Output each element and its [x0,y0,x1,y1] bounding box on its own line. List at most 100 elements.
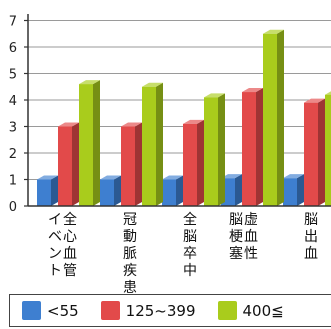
bar-side [277,29,284,206]
category-label-char: 心 [63,229,77,245]
category-label-char: 卒 [183,246,197,262]
category-label-char: 脳 [183,229,197,245]
bar-top [283,174,304,179]
category-label-char: ト [48,263,62,279]
category-label-char: 血 [244,229,258,245]
bar-front [142,86,156,206]
y-tick-label: 5 [9,68,17,83]
category-label-char: 脳 [304,212,318,228]
y-tick-label: 4 [9,94,17,109]
bar-top [79,80,100,85]
category-label-char: 患 [123,280,137,293]
bar [325,91,331,206]
legend-label-125-399: 125~399 [125,301,196,320]
bar-side [156,82,163,206]
y-tick-label: 2 [9,147,17,162]
bar-side [235,174,242,206]
y-axis-ticks: 0 1 2 3 4 5 6 7 [9,15,28,215]
category-label-char: 冠 [123,212,137,228]
bar-front [325,94,331,206]
bars [37,29,331,206]
bar-front [37,179,51,206]
category-label-char: ベ [48,229,62,245]
y-tick-label: 0 [9,200,17,215]
bar [162,175,183,206]
bar [121,122,142,206]
bar-top [304,98,325,103]
bar-side [297,174,304,206]
bar-side [176,175,183,206]
bar-side [318,98,325,206]
legend-swatch-lt55 [22,301,41,320]
bar-top [221,174,242,179]
bar-side [114,175,121,206]
legend: <55 125~399 400≦ [9,294,331,327]
category-label-char: ン [48,246,62,262]
bar-side [218,93,225,206]
category-label-char: 疾 [123,263,137,279]
bar-side [93,80,100,206]
category-label-char: 脳 [229,212,243,228]
bar [242,88,263,206]
bar-side [197,119,204,206]
bar-front [183,123,197,206]
bar-side [256,88,263,206]
bar-front [121,126,135,206]
category-label-char: 血 [63,246,77,262]
y-tick-label: 1 [9,174,17,189]
bar-front [100,179,114,206]
bar-side [135,122,142,206]
category-label-char: 動 [123,229,137,245]
legend-label-lt55: <55 [47,301,79,320]
bar-side [51,175,58,206]
bar-front [79,84,93,206]
bar-top [142,82,163,87]
bar [204,93,225,206]
bar-front [162,179,176,206]
bar [58,122,79,206]
legend-swatch-400plus [217,301,237,320]
category-label-char: イ [48,212,62,228]
bar [263,29,284,206]
bar-top [100,175,121,180]
category-label-char: 中 [183,263,197,279]
bar [283,174,304,206]
bar [37,175,58,206]
bar-top [183,119,204,124]
bar [142,82,163,206]
y-tick-label: 6 [9,41,17,56]
category-label-char: 梗 [229,229,243,245]
category-label-char: 出 [304,229,318,245]
legend-item-125-399: 125~399 [100,301,196,320]
bar-front [204,97,218,206]
bar-side [72,122,79,206]
legend-label-400plus: 400≦ [242,301,284,320]
bar-front [263,33,277,206]
bar-top [263,29,284,34]
legend-swatch-125-399 [100,301,120,320]
category-label-char: 虚 [244,212,258,228]
bar [100,175,121,206]
category-label-char: 全 [63,211,77,228]
bar-front [58,126,72,206]
bar-front [304,102,318,206]
bar-top [37,175,58,180]
bar [183,119,204,206]
category-label-char: 全 [183,211,197,228]
category-label-char: 塞 [229,245,243,262]
category-label-char: 脈 [123,246,137,262]
bar [79,80,100,206]
bar-top [325,91,331,95]
bar-top [242,88,263,93]
bar-front [283,178,297,206]
bar-top [121,122,142,127]
legend-item-400plus: 400≦ [217,301,284,320]
category-label-char: 性 [244,246,258,262]
bar-top [162,175,183,180]
y-tick-label: 3 [9,121,17,136]
category-label-char: 管 [63,263,77,279]
legend-item-lt55: <55 [22,301,79,320]
category-label-char: 血 [304,246,318,262]
